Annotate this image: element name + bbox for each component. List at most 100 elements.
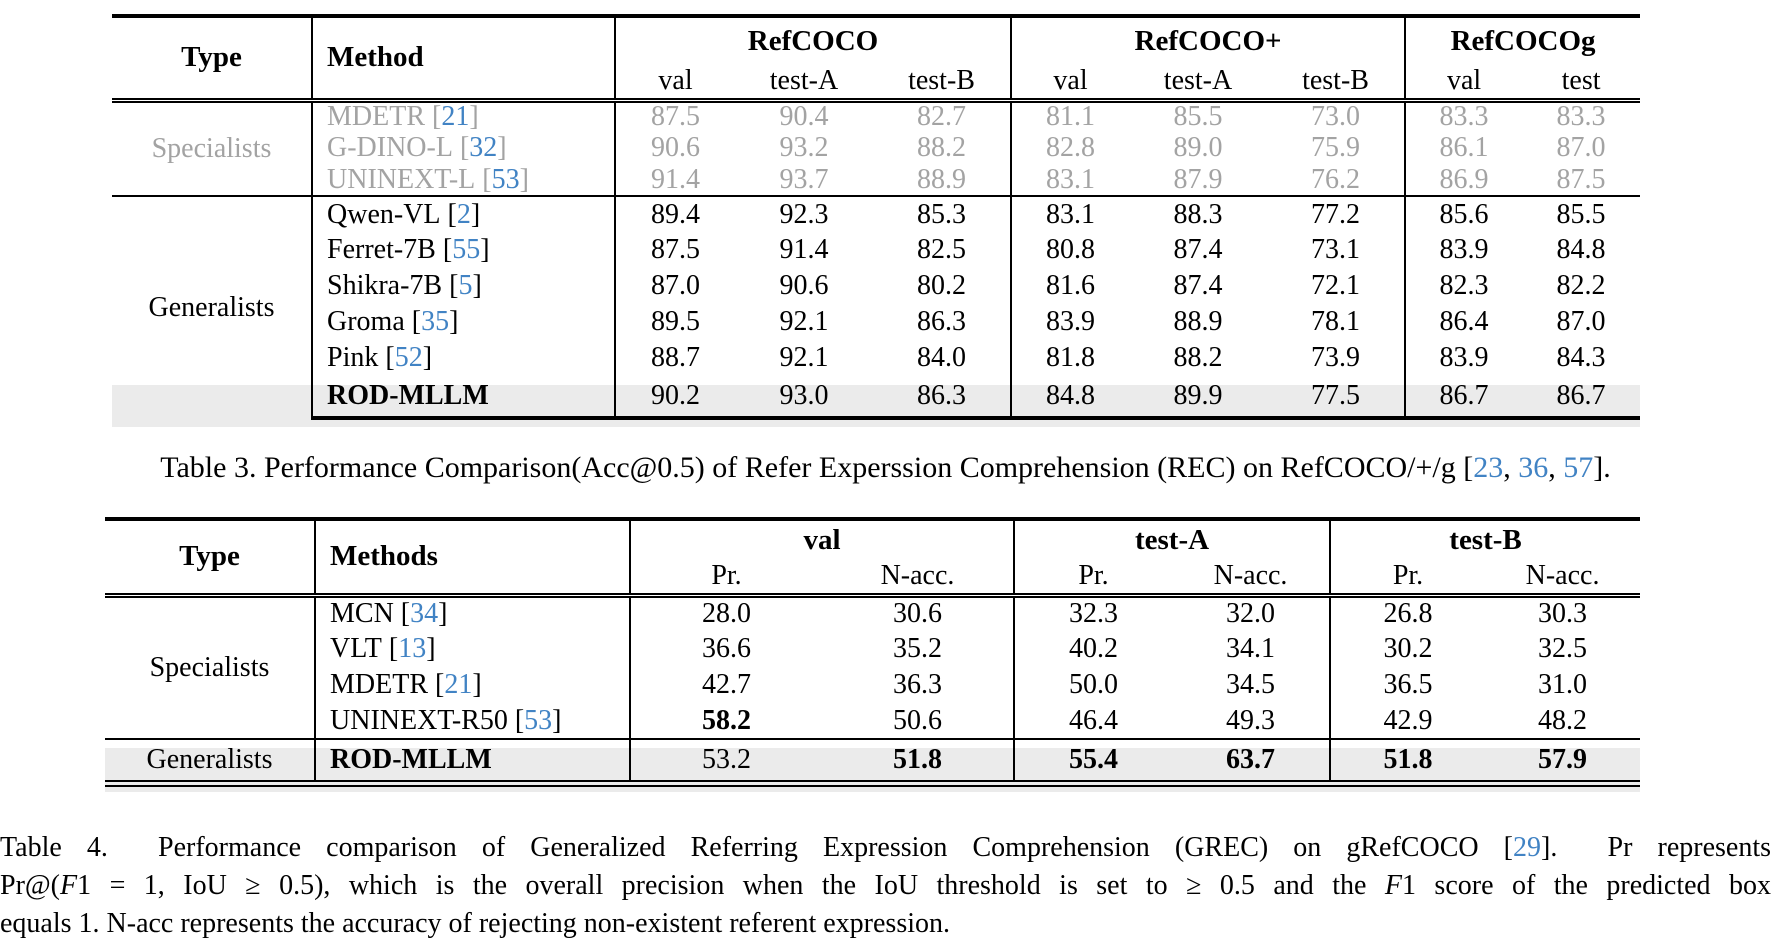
method-cell: UNINEXT-L [53] [311,163,615,196]
score-cell: 91.4 [779,234,829,265]
type-cell: Specialists [112,100,312,196]
citation-link[interactable]: 21 [441,101,470,133]
score-cell: 73.1 [1311,234,1361,265]
citation-link[interactable]: 35 [421,306,450,337]
score-cell: 85.6 [1404,195,1523,232]
method-cell: ROD-MLLM [314,738,630,787]
table3-caption: Table 3. Performance Comparison(Acc@0.5)… [0,450,1771,486]
score-cell: 87.0 [1556,306,1606,337]
score-cell: 83.1 [1010,195,1130,232]
score-cell: 85.5 [1522,195,1641,232]
bracket: [ [459,132,470,163]
bracket: ] [552,704,562,736]
method-name: MDETR [327,101,425,133]
header-sub-row: Pr. N-acc. Pr. N-acc. Pr. N-acc. [105,559,1641,598]
bracket: ] [438,598,448,630]
score-cell: 87.0 [614,268,735,304]
caption-text: , [1548,451,1564,484]
citation-link[interactable]: 2 [456,198,471,230]
score-cell: 78.1 [1311,306,1361,337]
table-row: Groma [35] 89.5 92.1 86.3 83.9 88.9 78.1 … [112,304,1640,340]
citation-link[interactable]: 5 [458,270,473,301]
score-cell: 82.8 [1010,132,1130,164]
score-cell: 77.5 [1267,376,1406,420]
header-group-row: Type Method RefCOCO RefCOCO+ RefCOCOg [112,14,1641,103]
method-cell: Ferret-7B [55] [311,232,615,268]
score-cell: 40.2 [1013,631,1172,667]
citation-link[interactable]: 21 [444,669,473,700]
caption-text: ]. [1593,451,1611,484]
score-cell: 89.9 [1129,376,1268,420]
score-cell: 93.0 [735,376,873,420]
citation-link[interactable]: 32 [469,132,498,163]
score-cell: 81.8 [1010,340,1130,376]
method-cell: Shikra-7B [5] [311,268,615,304]
score-cell: 82.2 [1556,270,1606,301]
citation: [21] [432,101,479,132]
score-cell: 88.3 [1129,195,1268,232]
score-cell: 90.4 [779,101,829,133]
caption-text: 1 score of the predicted box [1401,870,1771,901]
caption-line: equals 1. N-acc represents the accuracy … [0,905,1771,943]
citation-link[interactable]: 13 [398,633,427,664]
type-label: Specialists [151,132,272,164]
score-cell: 83.1 [1010,164,1130,196]
group-header-refcocog: RefCOCOg [1404,14,1641,64]
method-cell: UNINEXT-R50 [53] [314,703,630,739]
score-cell: 28.0 [629,595,822,631]
citation-link[interactable]: 57 [1563,451,1594,484]
method-name: G-DINO-L [327,132,453,163]
type-label: Generalists [148,291,275,323]
score-cell: 82.3 [1404,268,1523,304]
score-cell: 80.8 [1010,232,1130,268]
citation-link[interactable]: 53 [524,704,553,736]
score-cell: 88.9 [917,163,966,195]
caption-text: 1 = 1, IoU ≥ 0.5), which is the overall … [77,870,1385,901]
score-cell: 57.9 [1485,738,1641,787]
citation: [55] [443,234,490,265]
table3-rec: Type Method RefCOCO RefCOCO+ RefCOCOg va… [112,14,1641,427]
method-name: Groma [327,306,405,337]
citation-link[interactable]: 55 [452,234,481,265]
score-cell: 42.7 [629,667,822,703]
subheader-test-a: test-A [1129,64,1268,103]
method-name: ROD-MLLM [327,380,489,411]
score-cell: 86.3 [873,376,1012,420]
citation: [53] [482,164,529,195]
score-cell: 49.3 [1226,704,1275,736]
citation: [13] [389,633,436,664]
method-name: Shikra-7B [327,270,443,301]
bracket: [ [435,669,445,700]
score-cell: 72.1 [1311,270,1361,301]
method-name: UNINEXT-L [327,163,476,195]
score-cell: 83.3 [1404,100,1523,132]
table-row: VLT [13] 36.6 35.2 40.2 34.1 30.2 32.5 [105,631,1640,667]
score-cell: 81.6 [1010,268,1130,304]
method-name: MDETR [330,669,428,700]
citation-link[interactable]: 23 [1473,451,1504,484]
citation-link[interactable]: 29 [1513,832,1542,863]
score-cell: 46.4 [1013,703,1172,739]
citation-link[interactable]: 53 [491,163,520,195]
citation: [2] [448,199,481,230]
method-cell: MDETR [21] [314,667,630,703]
citation: [5] [449,270,482,301]
score-cell: 30.2 [1329,631,1486,667]
citation-link[interactable]: 34 [410,598,439,630]
table-row: G-DINO-L [32] 90.6 93.2 88.2 82.8 89.0 75… [112,132,1640,164]
bracket: ] [470,198,481,230]
header-group-row: Type Methods val test-A test-B [105,517,1641,598]
bracket: [ [411,306,422,337]
score-cell: 81.1 [1010,100,1130,132]
bracket: [ [482,163,492,195]
score-cell: 51.8 [822,738,1014,787]
col-header-type: Type [105,517,315,598]
score-cell: 76.2 [1311,163,1361,195]
group-header-refcoco: RefCOCO [613,14,1012,64]
score-cell: 83.3 [1556,101,1606,133]
method-name: MCN [330,598,394,630]
method-cell: Pink [52] [311,340,615,376]
score-cell: 87.4 [1173,270,1223,301]
citation-link[interactable]: 36 [1518,451,1549,484]
citation-link[interactable]: 52 [394,342,423,373]
